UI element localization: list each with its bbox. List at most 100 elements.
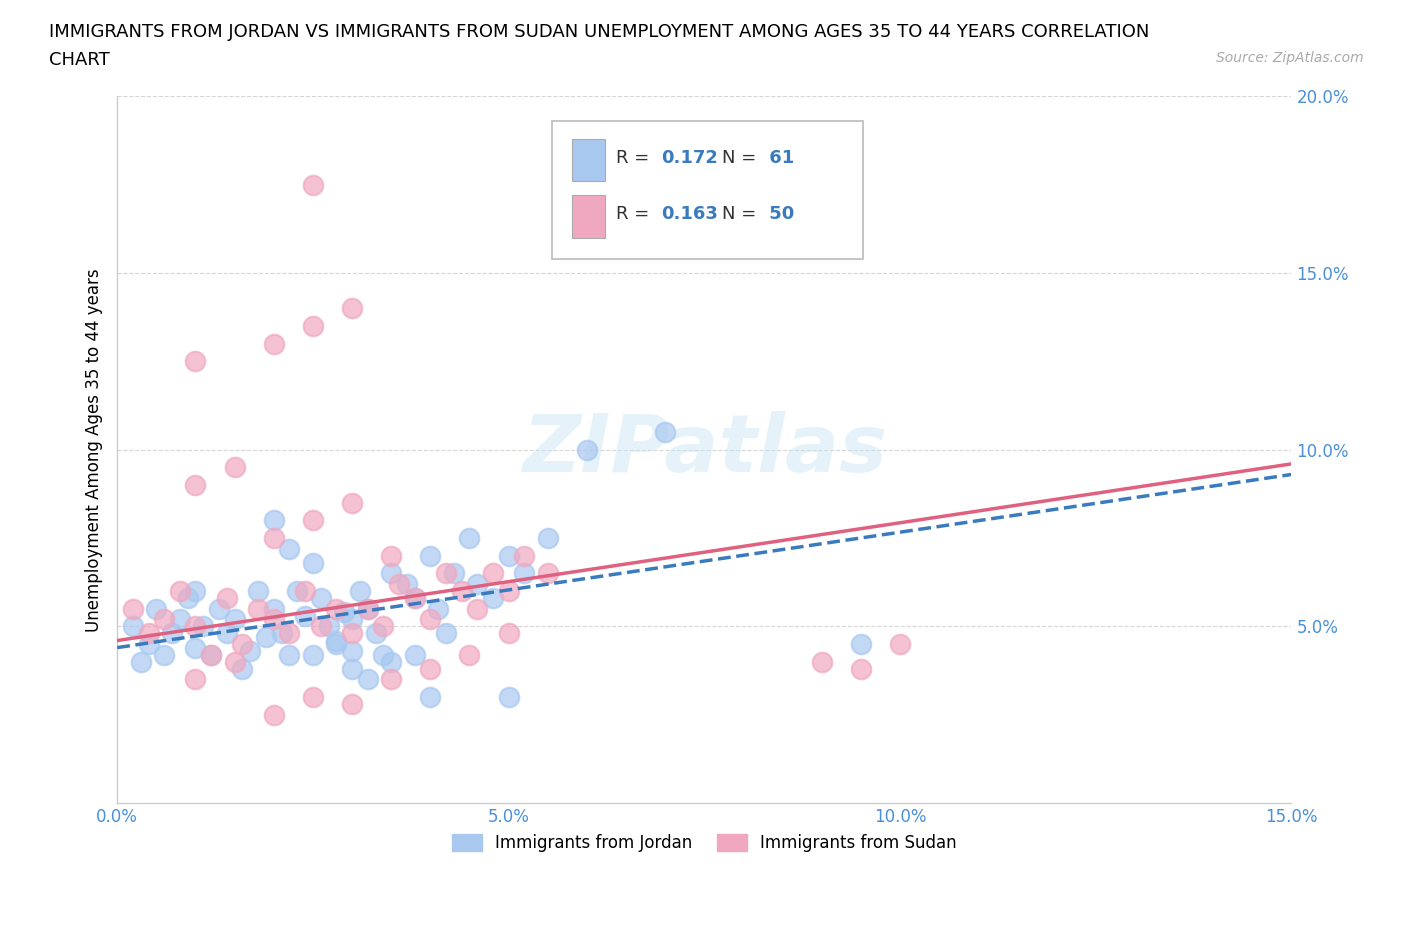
Point (465, 602, 488, 617)
Point (340, 697, 363, 711)
Point (263, 337, 285, 352)
Point (498, 549, 520, 564)
Point (285, 584, 308, 599)
Point (231, 661, 253, 676)
Point (443, 566, 465, 581)
Point (404, 647, 426, 662)
Point (340, 496, 363, 511)
Point (263, 708, 285, 723)
Point (153, 647, 176, 662)
Point (160, 626, 183, 641)
Point (513, 549, 536, 564)
Point (138, 626, 160, 641)
Point (654, 425, 676, 440)
Point (380, 549, 402, 564)
Point (513, 566, 536, 581)
Text: N =: N = (721, 206, 762, 223)
Point (575, 443, 598, 458)
Point (318, 619, 340, 634)
Point (193, 619, 215, 634)
Point (254, 630, 277, 644)
Text: 61: 61 (763, 149, 794, 166)
Point (419, 661, 441, 676)
Text: ZIPatlas: ZIPatlas (522, 411, 887, 489)
Point (434, 626, 457, 641)
Point (184, 584, 207, 599)
Point (138, 637, 160, 652)
Point (434, 566, 457, 581)
Point (200, 647, 222, 662)
Bar (572, 195, 605, 238)
Point (302, 513, 325, 528)
Point (231, 637, 253, 652)
Point (849, 661, 872, 676)
Point (169, 584, 191, 599)
Point (302, 690, 325, 705)
Point (340, 644, 363, 658)
Point (810, 655, 832, 670)
Point (482, 591, 505, 605)
Point (247, 602, 270, 617)
Point (302, 555, 325, 570)
Point (200, 647, 222, 662)
Text: CHART: CHART (49, 51, 110, 69)
Point (294, 608, 316, 623)
Point (404, 591, 426, 605)
Point (889, 637, 911, 652)
Point (458, 647, 481, 662)
Point (270, 626, 292, 641)
Text: 50: 50 (763, 206, 794, 223)
Point (169, 612, 191, 627)
Point (184, 478, 207, 493)
Point (340, 301, 363, 316)
Y-axis label: Unemployment Among Ages 35 to 44 years: Unemployment Among Ages 35 to 44 years (86, 268, 103, 631)
Point (184, 354, 207, 369)
Point (419, 612, 441, 627)
Point (380, 655, 402, 670)
Point (224, 460, 246, 475)
Text: Source: ZipAtlas.com: Source: ZipAtlas.com (1216, 51, 1364, 65)
Point (325, 602, 347, 617)
Point (302, 178, 325, 193)
Point (458, 531, 481, 546)
Text: R =: R = (616, 149, 655, 166)
Point (498, 626, 520, 641)
Point (482, 566, 505, 581)
Point (419, 549, 441, 564)
Point (239, 644, 262, 658)
Point (357, 672, 380, 687)
Point (278, 541, 301, 556)
Point (404, 591, 426, 605)
Point (465, 577, 488, 591)
Bar (572, 139, 605, 181)
Point (333, 604, 356, 619)
Text: 0.163: 0.163 (661, 206, 717, 223)
Point (380, 672, 402, 687)
Point (388, 577, 411, 591)
Point (364, 626, 387, 641)
Point (340, 626, 363, 641)
Text: N =: N = (721, 149, 762, 166)
Point (224, 655, 246, 670)
Legend: Immigrants from Jordan, Immigrants from Sudan: Immigrants from Jordan, Immigrants from … (444, 827, 963, 858)
Point (184, 672, 207, 687)
FancyBboxPatch shape (551, 121, 863, 259)
Point (184, 640, 207, 655)
Point (294, 584, 316, 599)
Point (537, 566, 560, 581)
Point (215, 626, 238, 641)
Point (302, 319, 325, 334)
Point (340, 612, 363, 627)
Point (373, 647, 395, 662)
Point (208, 602, 231, 617)
Point (498, 690, 520, 705)
Point (121, 602, 143, 617)
Point (224, 612, 246, 627)
Point (849, 637, 872, 652)
Point (537, 531, 560, 546)
Point (309, 619, 332, 634)
Point (278, 647, 301, 662)
Point (145, 602, 167, 617)
Point (302, 647, 325, 662)
Point (340, 661, 363, 676)
